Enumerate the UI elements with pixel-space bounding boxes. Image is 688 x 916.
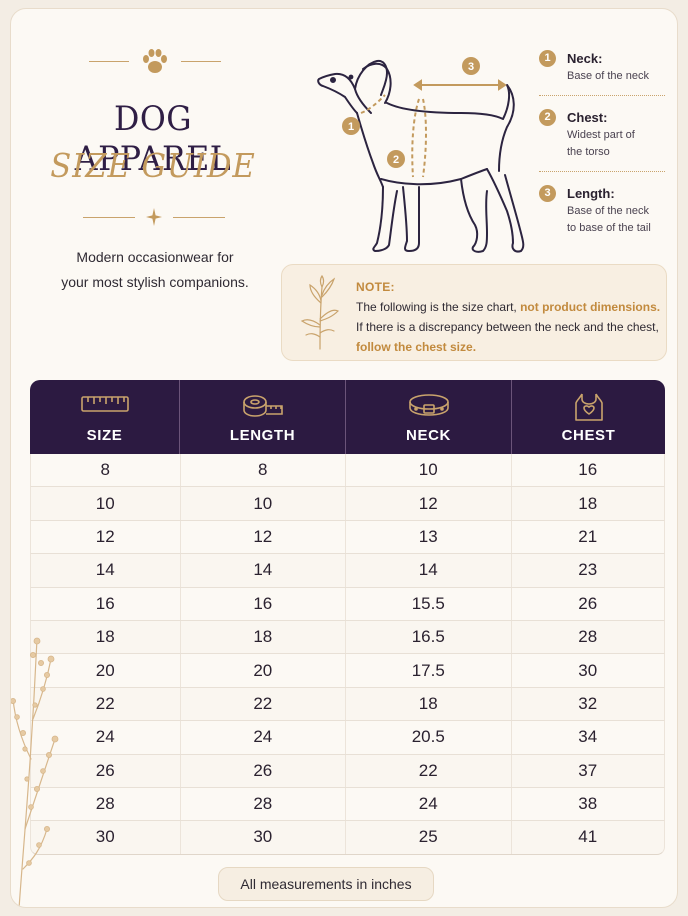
marker-neck (342, 117, 360, 135)
size-guide-card: DOG APPAREL SIZE GUIDE Modern occasionwe… (10, 8, 678, 908)
column-header-length: LENGTH (180, 380, 346, 454)
floral-branch-decoration (11, 637, 59, 907)
tape-measure-icon (242, 395, 283, 417)
note-text: NOTE: The following is the size chart, n… (356, 280, 661, 354)
note-highlight-dimensions: not product dimensions. (520, 300, 661, 314)
table-row: 24 24 20.5 34 (30, 721, 665, 755)
table-row: 16 16 15.5 26 (30, 587, 665, 621)
table-row: 18 18 16.5 28 (30, 620, 665, 655)
collar-icon (408, 394, 449, 416)
table-row: 22 22 18 32 (30, 687, 665, 722)
measurement-unit-note: All measurements in inches (218, 867, 434, 901)
dog-measurement-diagram: 1 2 3 (317, 57, 525, 253)
legend-item-length: 3 Length: Base of the neck to base of th… (539, 184, 665, 237)
table-row: 14 14 14 23 (30, 554, 665, 588)
svg-text:3: 3 (468, 61, 474, 73)
tank-top-heart-icon (574, 393, 603, 421)
table-row: 20 20 17.5 30 (30, 654, 665, 688)
paw-icon (143, 49, 167, 73)
page-subtitle: SIZE GUIDE (50, 146, 256, 185)
page-title: DOG APPAREL (74, 99, 232, 179)
legend-item-neck: 1 Neck: Base of the neck (539, 49, 665, 85)
sparkle-icon (146, 208, 162, 226)
sparkle-divider (83, 207, 225, 227)
legend-divider (539, 171, 665, 172)
tagline: Modern occasionwear for your most stylis… (61, 249, 249, 290)
table-body: 8 8 10 16 10 10 12 18 12 12 13 21 14 14 14 23 16 16 15… (30, 454, 665, 855)
column-header-neck: NECK (346, 380, 512, 454)
table-row: 8 8 10 16 (30, 454, 665, 488)
ruler-icon (80, 396, 129, 412)
column-header-chest: CHEST (512, 380, 665, 454)
table-row: 28 28 24 38 (30, 787, 665, 822)
legend-item-chest: 2 Chest: Widest part of the torso (539, 108, 665, 161)
note-highlight-chest: follow the chest size. (356, 340, 477, 354)
paw-divider (89, 45, 221, 75)
note-box: NOTE: The following is the size chart, n… (281, 264, 667, 361)
marker-length (462, 57, 480, 75)
svg-text:1: 1 (348, 121, 354, 133)
table-row: 30 30 25 41 (30, 821, 665, 855)
flower-sprig-icon (300, 275, 340, 350)
table-header: SIZE LENGTH (30, 380, 665, 454)
table-row: 12 12 13 21 (30, 520, 665, 555)
column-header-size: SIZE (30, 380, 180, 454)
marker-chest (387, 150, 405, 168)
legend-divider (539, 95, 665, 96)
table-row: 10 10 12 18 (30, 487, 665, 521)
svg-text:2: 2 (393, 154, 399, 166)
table-row: 26 26 22 37 (30, 754, 665, 788)
size-chart-table: SIZE LENGTH (30, 380, 665, 855)
measurement-legend: 1 Neck: Base of the neck 2 Chest: Widest… (539, 49, 665, 237)
